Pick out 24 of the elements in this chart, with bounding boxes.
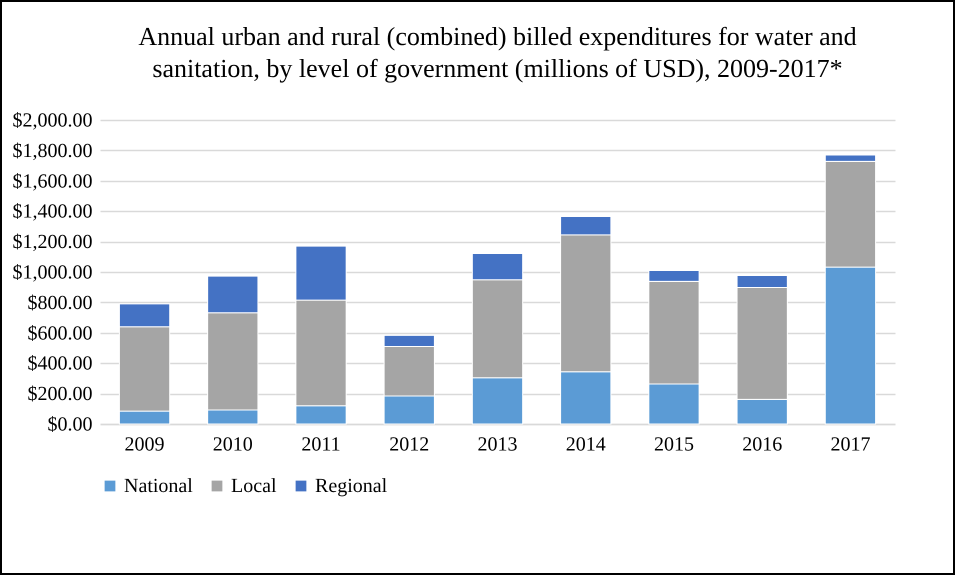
x-tick-label: 2017 xyxy=(830,434,870,456)
y-tick-label: $2,000.00 xyxy=(12,110,92,132)
x-tick-label: 2015 xyxy=(654,434,694,456)
y-tick-label: $600.00 xyxy=(28,322,92,344)
x-tick-label: 2016 xyxy=(742,434,782,456)
x-tick-label: 2013 xyxy=(478,434,518,456)
x-tick-label: 2012 xyxy=(389,434,430,456)
x-tick-label: 2009 xyxy=(124,434,165,456)
y-tick-label: $1,400.00 xyxy=(12,200,92,223)
y-tick-label: $200.00 xyxy=(28,383,92,406)
legend-label: Regional xyxy=(315,475,388,497)
x-tick-label: 2014 xyxy=(566,434,606,456)
x-tick-label: 2010 xyxy=(212,434,253,456)
legend-label: Local xyxy=(231,475,277,497)
x-tick-label: 2011 xyxy=(301,434,341,456)
y-tick-label: $1,800.00 xyxy=(12,140,92,162)
chart-title: Annual urban and rural (combined) billed expenditures for water and sanitation, by level of government (millions of USD), 2009-2017* xyxy=(138,22,857,83)
y-tick-label: $0.00 xyxy=(48,414,92,436)
legend-label: National xyxy=(124,475,194,497)
y-tick-label: $1,200.00 xyxy=(12,231,92,254)
y-tick-label: $1,600.00 xyxy=(12,170,92,192)
y-tick-label: $400.00 xyxy=(28,352,92,375)
y-tick-label: $800.00 xyxy=(28,292,92,314)
y-tick-label: $1,000.00 xyxy=(12,262,92,284)
